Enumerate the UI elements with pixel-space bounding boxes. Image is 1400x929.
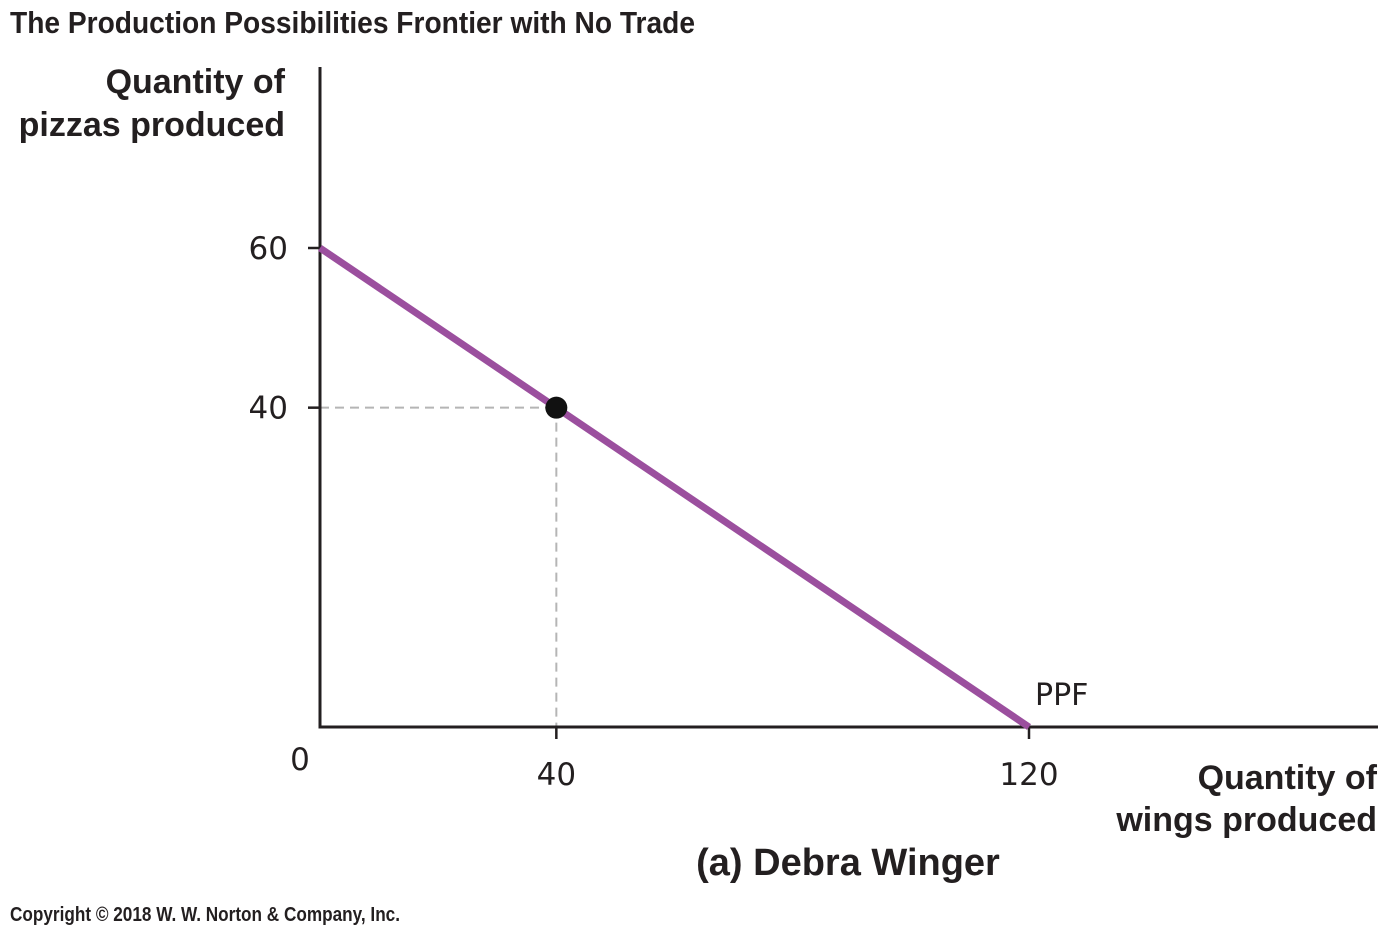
figure-title: The Production Possibilities Frontier wi… <box>10 5 695 40</box>
x-axis-title-line-2: wings produced <box>1115 801 1377 839</box>
highlight-point <box>545 396 568 419</box>
y-tick-label-60: 60 <box>249 231 288 267</box>
x-tick-label-40: 40 <box>537 757 576 793</box>
plot-area: 40 60 40 120 0 Quantity of pizzas produced Quan… <box>19 63 1378 839</box>
y-tick-label-40: 40 <box>249 391 288 427</box>
origin-label: 0 <box>290 742 310 778</box>
copyright-notice: Copyright © 2018 W. W. Norton & Company,… <box>10 904 400 926</box>
y-axis-title-line-1: Quantity of <box>106 63 286 101</box>
series-line-ppf <box>318 245 1031 730</box>
y-axis-title-line-2: pizzas produced <box>19 106 285 144</box>
x-tick-label-120: 120 <box>999 757 1058 793</box>
panel-caption: (a) Debra Winger <box>696 842 1000 884</box>
series-label-ppf: PPF <box>1035 678 1088 713</box>
x-axis-title-line-1: Quantity of <box>1198 759 1378 797</box>
